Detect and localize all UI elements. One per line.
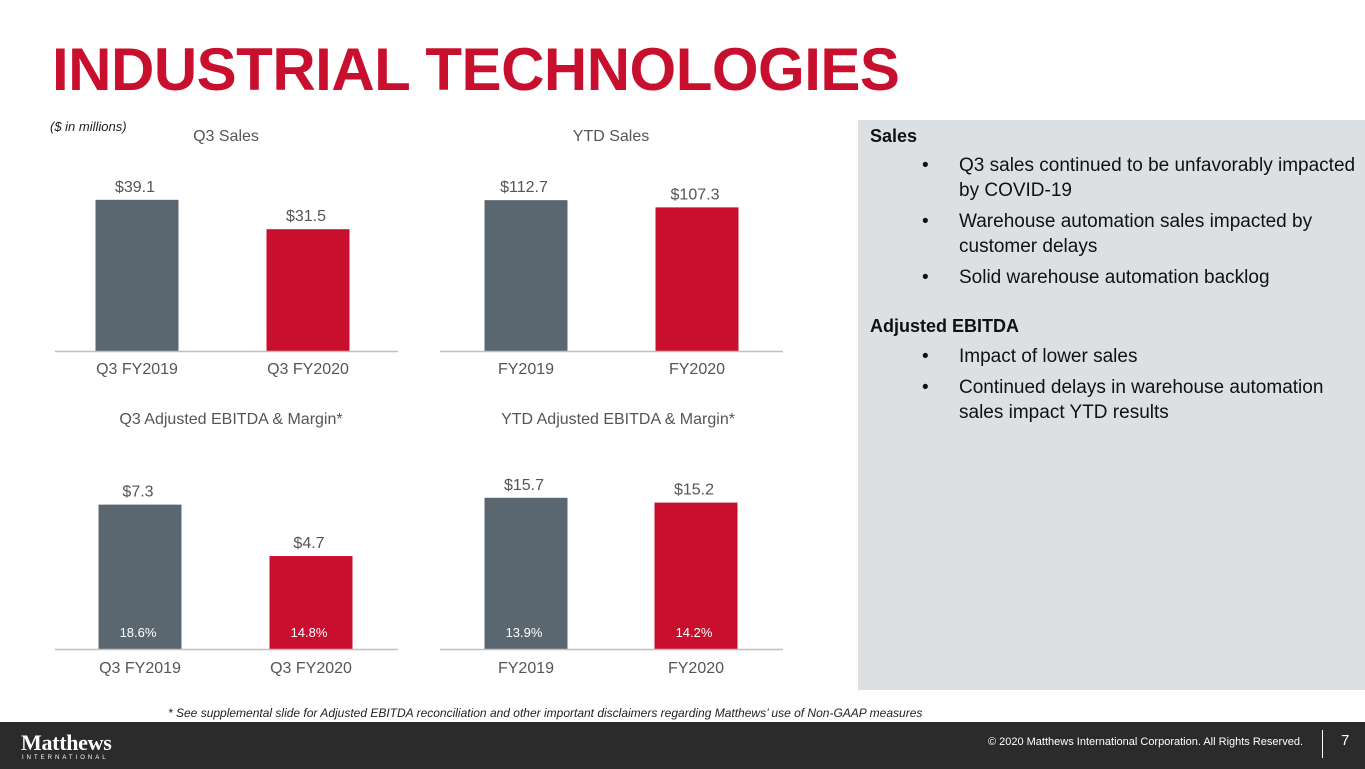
- margin-label: 14.2%: [676, 625, 713, 640]
- bullet-item: • Q3 sales continued to be unfavorably im…: [858, 153, 1358, 203]
- chart-title: YTD Sales: [573, 128, 649, 145]
- bullet-text: Warehouse automation sales impacted by c…: [959, 211, 1313, 257]
- category-tick-label: Q3 FY2019: [96, 361, 178, 378]
- chart-ytd-sales: YTD Sales $112.7 FY2019 $107.3 FY2020: [440, 128, 783, 378]
- value-label: $31.5: [286, 208, 326, 225]
- bullet-item: • Solid warehouse automation backlog: [858, 265, 1358, 290]
- bar-fy2020: [655, 207, 739, 351]
- category-tick-label: FY2020: [669, 361, 725, 378]
- bar-q3-fy2020: [266, 229, 350, 351]
- bar-fy2019: [484, 200, 568, 351]
- bullet-symbol: •: [922, 155, 929, 176]
- units-note: ($ in millions): [50, 119, 127, 134]
- ebitda-heading: Adjusted EBITDA: [870, 316, 1020, 336]
- bullet-item: • Continued delays in warehouse automatio…: [858, 375, 1358, 425]
- margin-label: 13.9%: [506, 625, 543, 640]
- margin-label: 14.8%: [291, 625, 328, 640]
- sales-heading: Sales: [870, 126, 918, 146]
- value-label: $7.3: [122, 484, 153, 501]
- bar-q3-fy2019: [98, 504, 182, 649]
- bullet-symbol: •: [922, 211, 929, 232]
- category-tick-label: FY2019: [498, 660, 554, 677]
- company-logo-subtitle: INTERNATIONAL: [22, 755, 109, 761]
- page-number: 7: [1341, 732, 1350, 749]
- category-tick-label: FY2020: [668, 660, 724, 677]
- category-tick-label: Q3 FY2019: [99, 660, 181, 677]
- value-label: $15.2: [674, 482, 714, 499]
- bullet-text: Q3 sales continued to be unfavorably imp…: [959, 155, 1356, 201]
- footer-divider: [1322, 730, 1323, 758]
- chart-title: Q3 Sales: [193, 128, 259, 145]
- chart-q3-ebitda: Q3 Adjusted EBITDA & Margin* $7.3 18.6% Q3…: [55, 411, 398, 677]
- bar-fy2020: [654, 502, 738, 649]
- slide-title: INDUSTRIAL TECHNOLOGIES: [52, 36, 900, 103]
- chart-title: YTD Adjusted EBITDA & Margin*: [501, 411, 735, 428]
- bullet-text: Continued delays in warehouse automation…: [959, 377, 1324, 423]
- bar-q3-fy2020: [269, 556, 353, 649]
- copyright-text: © 2020 Matthews International Corporatio…: [987, 736, 1303, 748]
- footer-bar: Matthews INTERNATIONAL © 2020 Matthews I…: [0, 722, 1365, 769]
- sales-bullets: • Q3 sales continued to be unfavorably im…: [858, 153, 1358, 296]
- footnote: * See supplemental slide for Adjusted EB…: [168, 706, 923, 720]
- chart-ytd-ebitda: YTD Adjusted EBITDA & Margin* $15.7 13.9%…: [440, 411, 783, 677]
- category-tick-label: FY2019: [498, 361, 554, 378]
- bullet-text: Impact of lower sales: [959, 346, 1138, 367]
- bullet-item: • Impact of lower sales: [858, 344, 1358, 369]
- commentary-panel: Sales • Q3 sales continued to be unfavora…: [858, 120, 1365, 690]
- value-label: $39.1: [115, 179, 155, 196]
- bar-q3-fy2019: [95, 199, 179, 351]
- ebitda-bullets: • Impact of lower sales • Continued delays…: [858, 344, 1358, 431]
- category-tick-label: Q3 FY2020: [267, 361, 349, 378]
- bullet-symbol: •: [922, 267, 929, 288]
- value-label: $4.7: [293, 535, 324, 552]
- value-label: $112.7: [500, 179, 548, 196]
- value-label: $15.7: [504, 477, 544, 494]
- bar-fy2019: [484, 497, 568, 649]
- value-label: $107.3: [671, 186, 720, 203]
- chart-title: Q3 Adjusted EBITDA & Margin*: [119, 411, 342, 428]
- bullet-symbol: •: [922, 377, 929, 398]
- category-tick-label: Q3 FY2020: [270, 660, 352, 677]
- bullet-text: Solid warehouse automation backlog: [959, 267, 1270, 288]
- company-logo: Matthews: [21, 730, 112, 755]
- margin-label: 18.6%: [120, 625, 157, 640]
- bullet-symbol: •: [922, 346, 929, 367]
- chart-q3-sales: Q3 Sales $39.1 Q3 FY2019 $31.5 Q3 FY2020: [55, 128, 398, 378]
- bullet-item: • Warehouse automation sales impacted by …: [858, 209, 1358, 259]
